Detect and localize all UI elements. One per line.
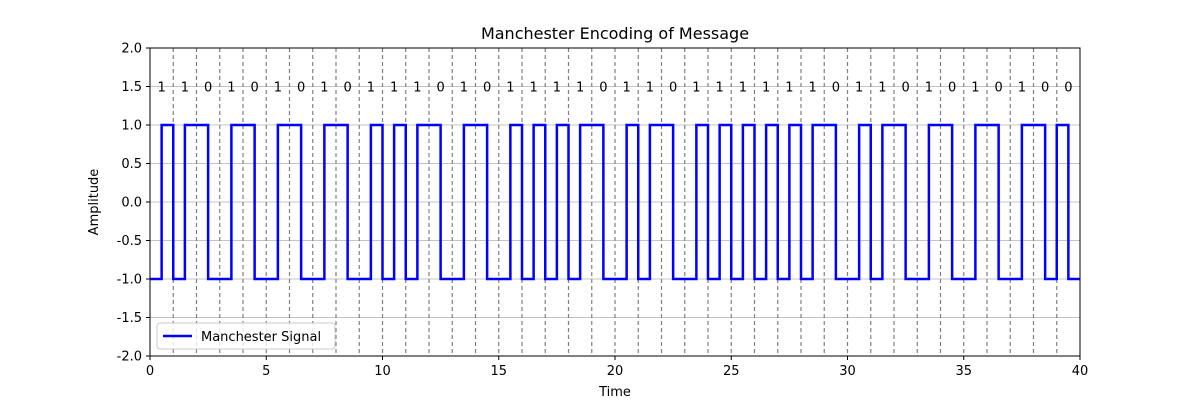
bit-label: 1 (646, 81, 654, 96)
x-tick-label: 0 (146, 364, 154, 379)
bit-label: 1 (274, 81, 282, 96)
bit-label: 1 (413, 81, 421, 96)
bit-label: 0 (1041, 81, 1049, 96)
bit-label: 1 (157, 81, 165, 96)
bit-label: 0 (1064, 81, 1072, 96)
bit-label: 0 (483, 81, 491, 96)
bit-label: 1 (925, 81, 933, 96)
x-tick-label: 30 (839, 364, 856, 379)
bit-label: 1 (460, 81, 468, 96)
y-tick-label: 0.0 (121, 196, 142, 211)
y-tick-label: 2.0 (121, 42, 142, 57)
x-tick-label: 5 (262, 364, 270, 379)
legend-label-manchester-signal: Manchester Signal (201, 330, 321, 345)
bit-label: 1 (739, 81, 747, 96)
bit-label: 1 (576, 81, 584, 96)
legend-box (156, 322, 336, 350)
bit-label: 1 (390, 81, 398, 96)
bit-label: 1 (622, 81, 630, 96)
bit-label: 1 (367, 81, 375, 96)
bit-label: 0 (297, 81, 305, 96)
y-tick-label: -2.0 (117, 350, 142, 365)
chart-title: Manchester Encoding of Message (481, 24, 749, 43)
x-tick-label: 10 (374, 364, 391, 379)
bit-label: 0 (669, 81, 677, 96)
y-tick-label: 1.0 (121, 119, 142, 134)
bit-label: 1 (529, 81, 537, 96)
bit-label: 1 (762, 81, 770, 96)
y-tick-label: -0.5 (117, 234, 142, 249)
bit-label: 1 (785, 81, 793, 96)
bit-label: 0 (599, 81, 607, 96)
bit-label: 1 (320, 81, 328, 96)
bit-label: 0 (204, 81, 212, 96)
x-tick-label: 35 (955, 364, 972, 379)
y-ticks-layer: -2.0 -1.5 -1.0 -0.5 0.0 0.5 1.0 1.5 2.0 (117, 42, 150, 365)
x-tick-label: 20 (607, 364, 624, 379)
bit-label: 1 (692, 81, 700, 96)
bit-label: 0 (901, 81, 909, 96)
bit-label: 1 (808, 81, 816, 96)
bit-label: 1 (1018, 81, 1026, 96)
bit-label: 0 (343, 81, 351, 96)
bit-label: 0 (250, 81, 258, 96)
bit-label: 0 (436, 81, 444, 96)
bit-label: 1 (506, 81, 514, 96)
y-tick-label: 1.5 (121, 80, 142, 95)
bit-label: 1 (227, 81, 235, 96)
bit-label: 1 (971, 81, 979, 96)
bit-label: 0 (994, 81, 1002, 96)
bit-label: 0 (948, 81, 956, 96)
series-line-manchester-signal (150, 123, 1080, 281)
x-axis-label: Time (598, 385, 631, 400)
bit-label: 1 (855, 81, 863, 96)
y-tick-label: -1.0 (117, 273, 142, 288)
x-tick-label: 15 (490, 364, 507, 379)
bit-label: 1 (715, 81, 723, 96)
x-tick-label: 25 (723, 364, 740, 379)
signal-layer (150, 123, 1080, 281)
x-ticks-layer: 0 5 10 15 20 25 30 35 40 (146, 356, 1088, 379)
x-tick-label: 40 (1072, 364, 1089, 379)
bit-label: 1 (878, 81, 886, 96)
y-tick-label: 0.5 (121, 157, 142, 172)
y-axis-label: Amplitude (87, 169, 102, 236)
y-tick-label: -1.5 (117, 311, 142, 326)
bit-label: 0 (832, 81, 840, 96)
bit-label: 1 (181, 81, 189, 96)
legend: Manchester Signal (156, 322, 336, 350)
bit-label: 1 (553, 81, 561, 96)
